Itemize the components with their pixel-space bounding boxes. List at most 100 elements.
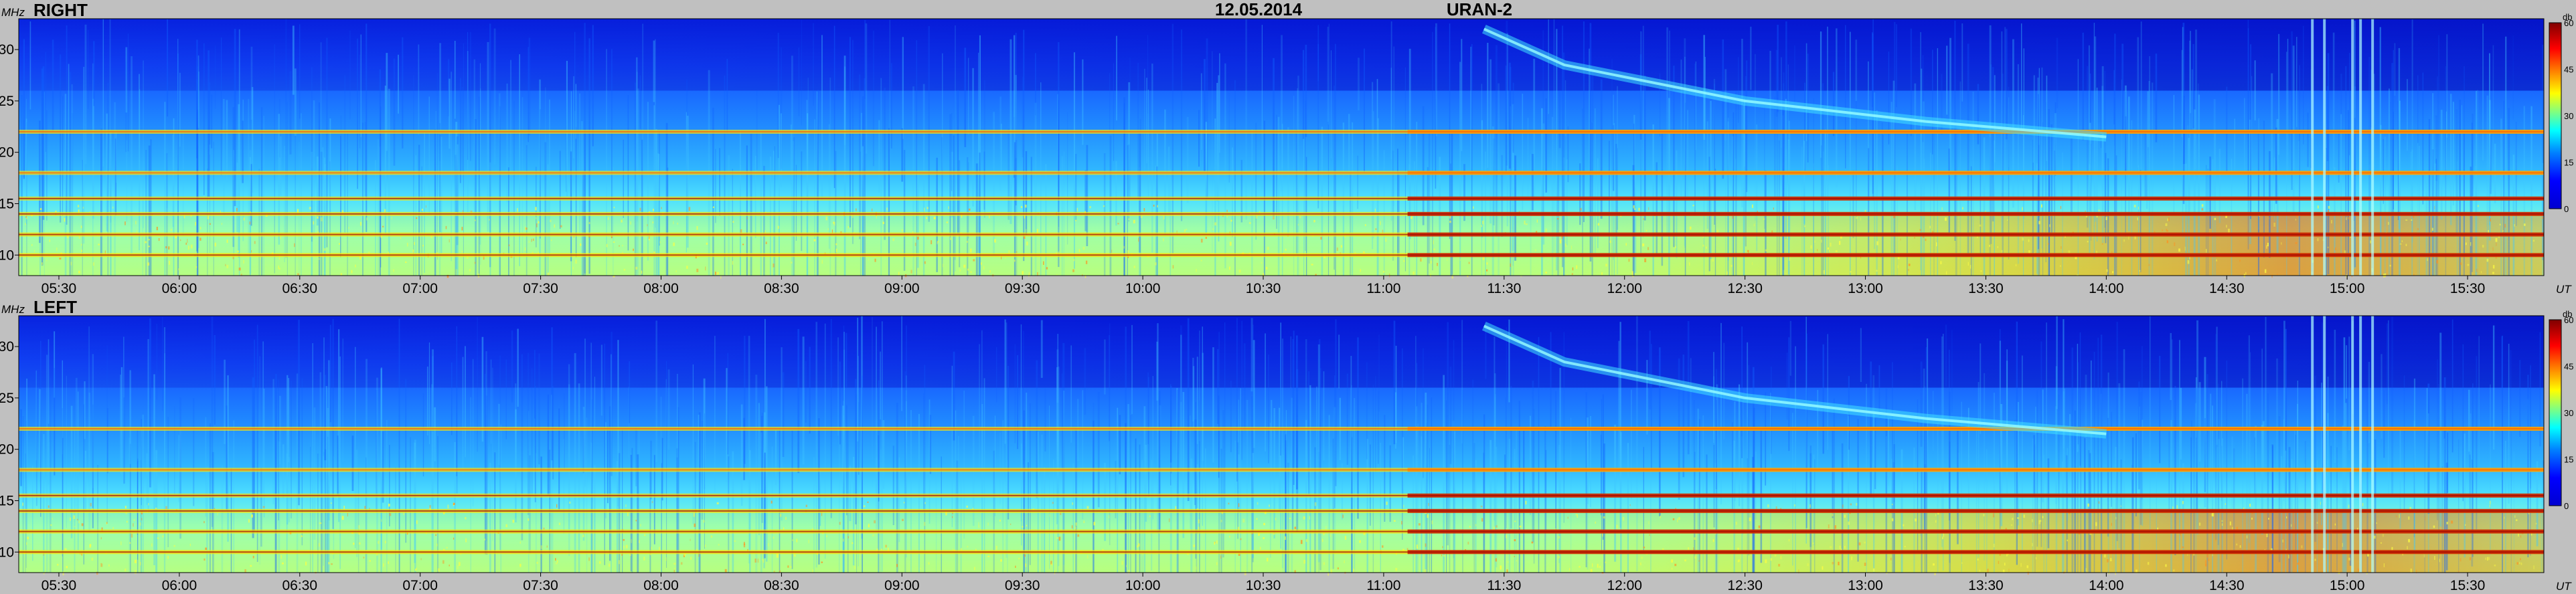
x-tick-label: 15:00 [2330,281,2365,296]
x-tick-label: 13:30 [1968,578,2004,593]
y-tick-label: 25 [0,391,14,406]
interference-line [19,508,2544,513]
x-tick-label: 12:30 [1727,281,1763,296]
interference-line [19,550,2544,555]
x-tick-label: 14:30 [2209,578,2245,593]
x-tick-label: 14:00 [2089,578,2124,593]
vertical-burst [2371,19,2374,276]
x-axis-unit: UT [2556,580,2572,593]
x-tick-label: 13:30 [1968,281,2004,296]
x-tick-label: 11:00 [1366,578,1400,593]
y-tick-label: 10 [0,544,14,560]
x-tick-label: 12:30 [1727,578,1763,593]
interference-line [19,196,2544,201]
colorbar-unit: db [2563,12,2572,22]
x-axis-unit: UT [2556,283,2572,296]
instrument-title: URAN-2 [1447,0,1512,19]
interference-line [19,211,2544,216]
vertical-burst [2351,19,2354,276]
x-tick-label: 08:00 [643,578,679,593]
interference-line [19,493,2544,498]
x-tick-label: 12:00 [1607,578,1642,593]
x-tick-label: 07:30 [523,281,558,296]
plot-frame [18,315,2545,573]
colorbar-unit: db [2563,309,2572,319]
x-tick-label: 14:00 [2089,281,2124,296]
x-tick-label: 15:30 [2450,281,2486,296]
y-tick-label: 15 [0,196,14,211]
y-tick-label: 15 [0,493,14,508]
colorbar-tick-label: 0 [2564,204,2569,214]
interference-line [19,468,2544,472]
colorbar-tick-label: 15 [2564,455,2573,465]
x-tick-label: 15:00 [2330,578,2365,593]
interference-line [19,171,2544,175]
x-tick-label: 10:30 [1246,578,1281,593]
plot-frame [18,18,2545,276]
x-tick-label: 09:30 [1005,281,1040,296]
x-tick-label: 06:30 [282,578,317,593]
panel-right: RIGHT MHz 10 15 20 25 30 05:30 06:00 06:30 07:00 07… [0,0,2573,296]
y-axis-unit: MHz [1,6,25,19]
colorbar-tick-label: 45 [2564,362,2573,372]
x-tick-label: 15:30 [2450,578,2486,593]
colorbar-tick-label: 60 [2564,18,2573,28]
y-tick-label: 20 [0,442,14,458]
x-tick-label: 09:00 [884,281,920,296]
panel-label: LEFT [33,297,77,317]
x-tick-label: 11:30 [1487,578,1521,593]
vertical-burst [2311,316,2314,573]
colorbar [2549,22,2562,209]
vertical-burst [2371,316,2374,573]
interference-lines [19,129,2544,258]
x-tick-label: 09:30 [1005,578,1040,593]
heatmap-warm-region [19,213,2544,276]
x-tick-label: 11:30 [1487,281,1521,296]
vertical-burst [2359,19,2362,276]
colorbar-tick-label: 30 [2564,408,2573,418]
interference-line [19,232,2544,237]
x-tick-label: 11:00 [1366,281,1400,296]
heatmap-top-shade [19,19,2544,91]
y-tick-label: 30 [0,42,14,58]
interference-line [19,129,2544,134]
x-tick-label: 10:00 [1125,281,1161,296]
x-tick-label: 06:30 [282,281,317,296]
x-tick-label: 06:00 [162,578,197,593]
y-tick-label: 10 [0,248,14,263]
colorbar [2549,319,2562,506]
x-tick-label: 05:30 [42,578,77,593]
y-axis-unit: MHz [1,303,25,316]
x-tick-label: 06:00 [162,281,197,296]
x-tick-label: 10:30 [1246,281,1281,296]
vertical-burst [2359,316,2362,573]
heatmap-warm-region [19,510,2544,573]
interference-line [19,529,2544,534]
colorbar-tick-label: 15 [2564,158,2573,168]
y-tick-label: 20 [0,145,14,161]
y-tick-label: 25 [0,94,14,109]
panel-left: LEFT MHz 10 15 20 25 30 05:30 06:00 06:30 07:00 07:… [0,297,2573,593]
x-tick-label: 07:00 [402,281,438,296]
interference-line [19,253,2544,258]
x-tick-label: 10:00 [1125,578,1161,593]
colorbar-tick-label: 45 [2564,65,2573,75]
interference-line [19,426,2544,431]
x-tick-label: 05:30 [42,281,77,296]
x-tick-label: 07:30 [523,578,558,593]
x-tick-label: 08:30 [764,281,799,296]
drifting-burst-core [1483,324,2107,435]
vertical-burst [2351,316,2354,573]
vertical-burst [2311,19,2314,276]
colorbar-tick-label: 60 [2564,315,2573,325]
colorbar-tick-label: 0 [2564,501,2569,511]
x-tick-label: 13:00 [1848,578,1883,593]
vertical-burst [2323,19,2326,276]
x-tick-label: 14:30 [2209,281,2245,296]
panel-label: RIGHT [33,0,88,20]
x-tick-label: 07:00 [402,578,438,593]
vertical-burst [2323,316,2326,573]
y-tick-label: 30 [0,339,14,355]
